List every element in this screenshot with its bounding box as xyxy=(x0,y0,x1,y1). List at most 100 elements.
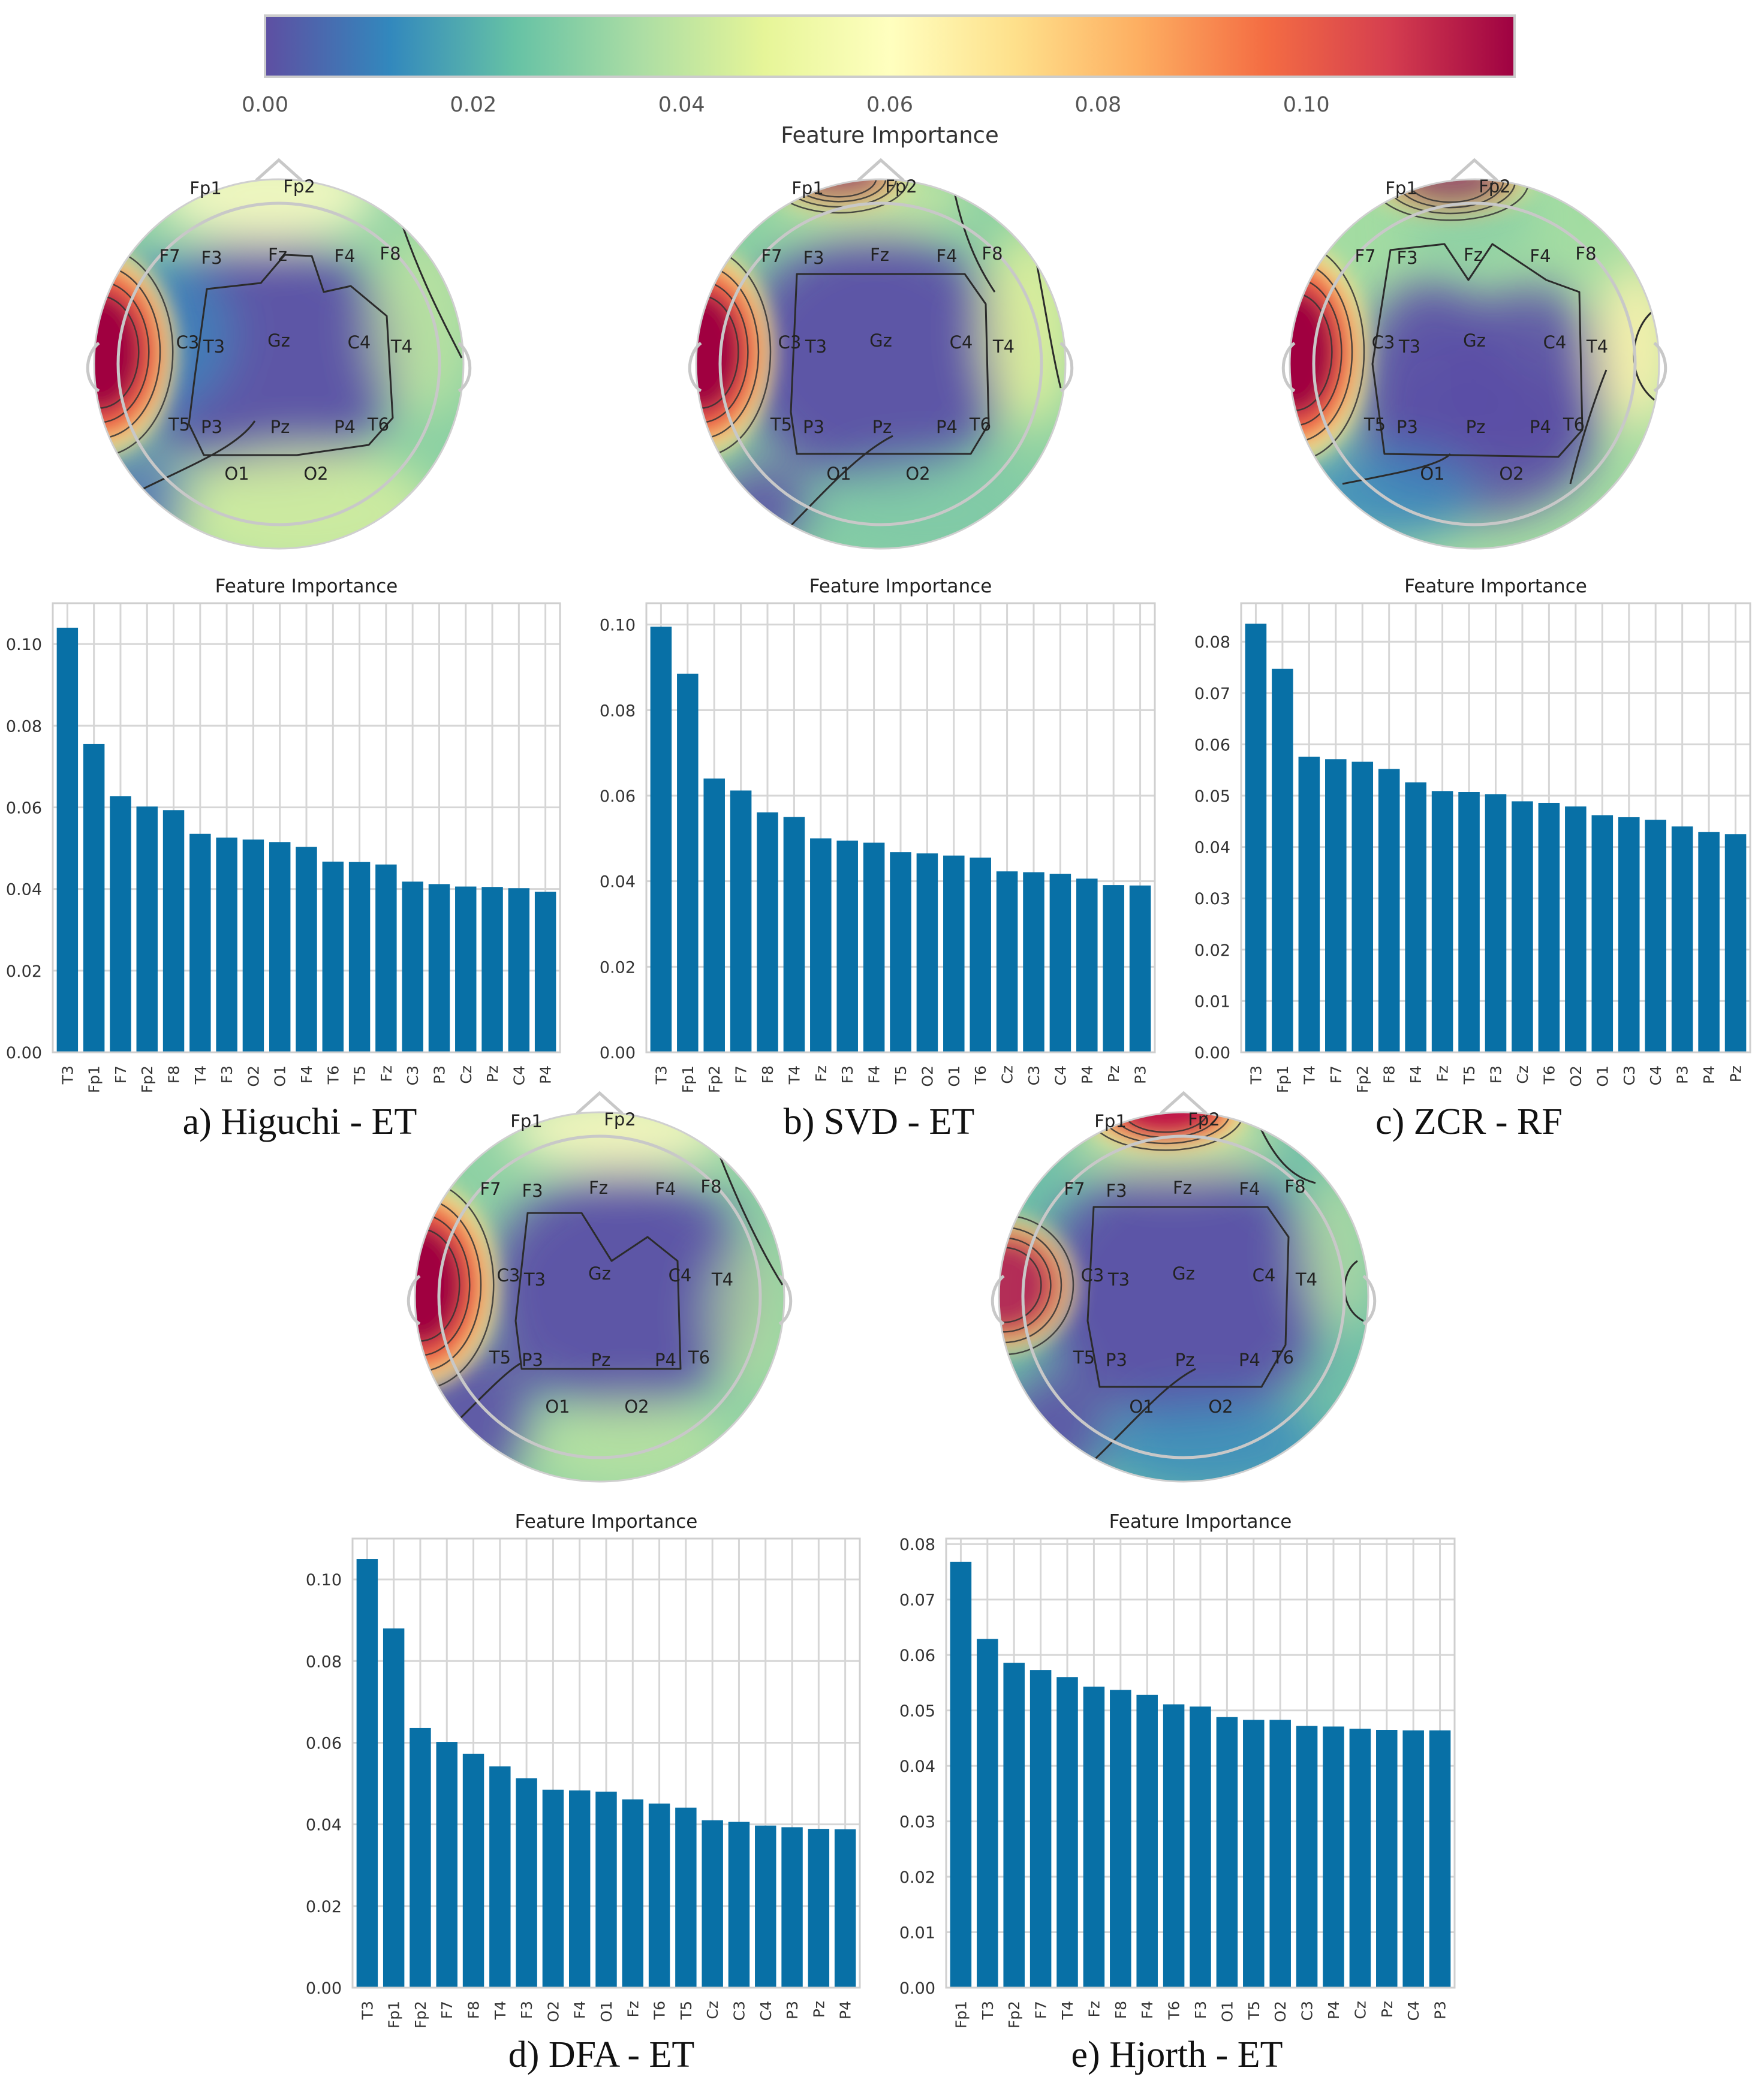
bar-C4 xyxy=(1402,1730,1424,1988)
electrode-label: Fp2 xyxy=(1188,1109,1220,1130)
x-tick-label: T3 xyxy=(359,2001,376,2020)
bar-O1 xyxy=(595,1792,617,1988)
bar-F3 xyxy=(1485,794,1507,1052)
scalp-outline xyxy=(1021,1134,1346,1459)
electrode-label: C4 xyxy=(950,332,973,353)
bar-P3 xyxy=(1671,826,1693,1052)
plot-frame xyxy=(645,602,1156,1053)
y-tick-label: 0.06 xyxy=(306,1734,342,1753)
x-tick-label: T5 xyxy=(1461,1065,1478,1085)
bar-Fp1 xyxy=(1272,669,1293,1052)
bar-chart-hjorth: 0.00 0.01 0.02 0.03 0.04 0.05 0.06 0.07 0.08 Feat… xyxy=(899,1511,1456,2028)
nose-outline xyxy=(576,1091,624,1115)
x-tick-label: F4 xyxy=(298,1065,315,1083)
x-tick-label: O2 xyxy=(1272,2001,1289,2022)
x-tick-label: Cz xyxy=(1351,2001,1369,2019)
right-ear xyxy=(457,342,472,393)
electrode-label: Fp2 xyxy=(283,176,315,197)
x-tick-label: Fp1 xyxy=(952,2001,970,2028)
x-tick-label: O2 xyxy=(245,1065,262,1087)
electrode-label: P4 xyxy=(1239,1350,1260,1370)
bar-T3 xyxy=(1245,624,1267,1052)
electrode-label: C3 xyxy=(1081,1265,1104,1286)
electrode-label: O2 xyxy=(905,463,930,484)
nose-outline xyxy=(1450,158,1498,182)
x-tick-label: T4 xyxy=(1059,2001,1076,2020)
electrode-label: Fp1 xyxy=(189,178,222,198)
x-tick-label: F3 xyxy=(1488,1065,1505,1083)
y-tick-label: 0.01 xyxy=(1194,992,1230,1011)
y-tick-label: 0.06 xyxy=(600,787,636,806)
bar-F8 xyxy=(757,812,778,1052)
electrode-label: C4 xyxy=(669,1265,692,1286)
electrode-label: C3 xyxy=(778,332,802,353)
bar-T3 xyxy=(356,1559,378,1988)
colorbar-gradient xyxy=(264,14,1516,78)
bar-P4 xyxy=(1323,1726,1344,1988)
y-tick-label: 0.00 xyxy=(6,1044,42,1062)
x-tick-label: F7 xyxy=(733,1065,750,1083)
electrode-label: T4 xyxy=(390,336,413,357)
electrode-label: O1 xyxy=(1129,1396,1154,1417)
x-tick-label: Cz xyxy=(457,1065,475,1084)
y-tick-label: 0.04 xyxy=(6,881,42,899)
x-tick-label: Pz xyxy=(1727,1065,1745,1082)
bar-chart-zcr: 0.00 0.01 0.02 0.03 0.04 0.05 0.06 0.07 0.08 Feat… xyxy=(1194,576,1751,1093)
electrode-label: T4 xyxy=(711,1269,733,1290)
electrode-label: F3 xyxy=(803,248,824,268)
y-tick-label: 0.00 xyxy=(600,1044,636,1062)
electrode-label: F4 xyxy=(1530,246,1551,266)
bar-F4 xyxy=(1405,782,1426,1052)
y-tick-label: 0.00 xyxy=(899,1979,935,1998)
bar-chart-svd: 0.00 0.02 0.04 0.06 0.08 0.10 Feature Importan… xyxy=(600,576,1156,1093)
bar-F8 xyxy=(1378,769,1400,1052)
electrode-label: F3 xyxy=(1396,248,1417,268)
colorbar-ticks: 0.00 0.02 0.04 0.06 0.08 0.10 xyxy=(242,93,1330,117)
electrode-label: P3 xyxy=(1106,1350,1127,1370)
scalp-outline xyxy=(437,1134,762,1459)
bar-P3 xyxy=(781,1827,803,1988)
x-tick-label: T4 xyxy=(1301,1065,1318,1085)
bar-F3 xyxy=(1190,1706,1211,1988)
bar-Cz xyxy=(1512,801,1533,1052)
electrode-label: Pz xyxy=(591,1350,611,1370)
y-tick-label: 0.05 xyxy=(899,1702,935,1721)
x-tick-label: F4 xyxy=(1139,2001,1156,2019)
electrode-label: Gz xyxy=(1172,1263,1195,1284)
x-tick-label: F3 xyxy=(1192,2001,1209,2019)
electrode-label: F7 xyxy=(1064,1179,1085,1199)
electrode-label: O2 xyxy=(624,1396,649,1417)
bar-F8 xyxy=(162,810,185,1052)
bar-C4 xyxy=(1645,820,1666,1052)
y-tick-label: 0.07 xyxy=(1194,685,1230,703)
bar-C3 xyxy=(1023,872,1044,1052)
y-tick-label: 0.04 xyxy=(899,1757,935,1776)
electrode-label: P3 xyxy=(201,417,222,437)
y-tick-label: 0.07 xyxy=(899,1591,935,1610)
x-tick-label: C4 xyxy=(510,1065,528,1085)
bar-Pz xyxy=(1376,1730,1398,1988)
bar-P4 xyxy=(834,1829,856,1988)
x-tick-label: T3 xyxy=(59,1065,76,1085)
electrode-label: Fz xyxy=(1173,1178,1192,1198)
electrode-label: C3 xyxy=(176,332,200,353)
electrode-label: F4 xyxy=(334,246,355,266)
electrode-label: Fz xyxy=(1464,245,1483,265)
x-tick-label: Fp1 xyxy=(1274,1065,1292,1093)
x-tick-label: O2 xyxy=(1567,1065,1585,1087)
electrode-label: F8 xyxy=(1575,243,1596,264)
bar-P3 xyxy=(1129,885,1151,1052)
electrode-label: P4 xyxy=(334,417,356,437)
y-tick-label: 0.01 xyxy=(899,1924,935,1943)
x-tick-label: T6 xyxy=(651,2001,669,2020)
electrode-label: Pz xyxy=(1175,1350,1195,1370)
colorbar-label: Feature Importance xyxy=(781,122,999,148)
bar-F4 xyxy=(568,1790,591,1988)
bar-C3 xyxy=(728,1822,750,1988)
bar-O1 xyxy=(1216,1717,1238,1988)
y-tick-label: 0.04 xyxy=(306,1816,342,1835)
x-tick-label: O1 xyxy=(598,2001,615,2022)
electrode-label: P3 xyxy=(803,417,824,437)
x-tick-label: Fz xyxy=(1085,2001,1103,2018)
